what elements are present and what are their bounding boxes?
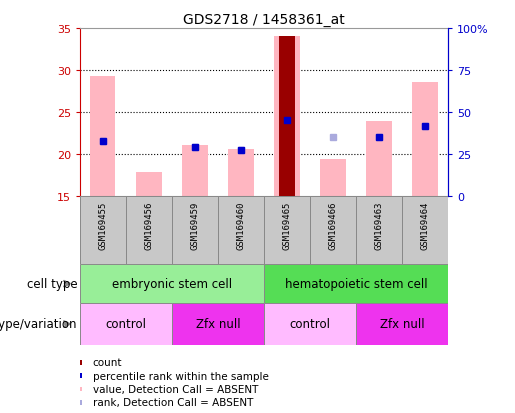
Text: percentile rank within the sample: percentile rank within the sample (93, 371, 269, 381)
Text: GSM169464: GSM169464 (421, 202, 430, 250)
Bar (402, 196, 448, 264)
Text: GSM169465: GSM169465 (282, 202, 291, 250)
Bar (218, 196, 264, 264)
Bar (264, 196, 310, 264)
Bar (80, 304, 172, 345)
Bar (90, 76, 115, 196)
Text: genotype/variation: genotype/variation (0, 318, 77, 331)
Bar (126, 196, 172, 264)
Text: hematopoietic stem cell: hematopoietic stem cell (285, 278, 427, 290)
Text: Zfx null: Zfx null (196, 318, 240, 331)
Text: control: control (106, 318, 146, 331)
Text: cell type: cell type (27, 278, 77, 290)
Bar (274, 37, 300, 196)
Text: control: control (289, 318, 331, 331)
Title: GDS2718 / 1458361_at: GDS2718 / 1458361_at (183, 12, 345, 26)
Text: GSM169456: GSM169456 (144, 202, 153, 250)
Bar (182, 146, 208, 196)
Bar (413, 83, 438, 196)
Text: GSM169455: GSM169455 (98, 202, 107, 250)
Text: GSM169466: GSM169466 (329, 202, 337, 250)
Text: rank, Detection Call = ABSENT: rank, Detection Call = ABSENT (93, 397, 253, 407)
Bar (366, 122, 392, 196)
Bar (356, 196, 402, 264)
Bar (172, 196, 218, 264)
Bar (264, 264, 448, 304)
Text: GSM169460: GSM169460 (236, 202, 246, 250)
Text: value, Detection Call = ABSENT: value, Detection Call = ABSENT (93, 384, 258, 394)
Text: Zfx null: Zfx null (380, 318, 424, 331)
Text: GSM169459: GSM169459 (191, 202, 199, 250)
Bar (320, 159, 346, 196)
Bar (264, 304, 356, 345)
Bar (136, 173, 162, 196)
Bar (80, 264, 264, 304)
Bar (356, 304, 448, 345)
Bar (228, 150, 253, 196)
Text: GSM169463: GSM169463 (374, 202, 384, 250)
Text: embryonic stem cell: embryonic stem cell (112, 278, 232, 290)
Bar (279, 37, 295, 196)
Bar (310, 196, 356, 264)
Bar (172, 304, 264, 345)
Bar (80, 196, 126, 264)
Text: count: count (93, 358, 122, 368)
